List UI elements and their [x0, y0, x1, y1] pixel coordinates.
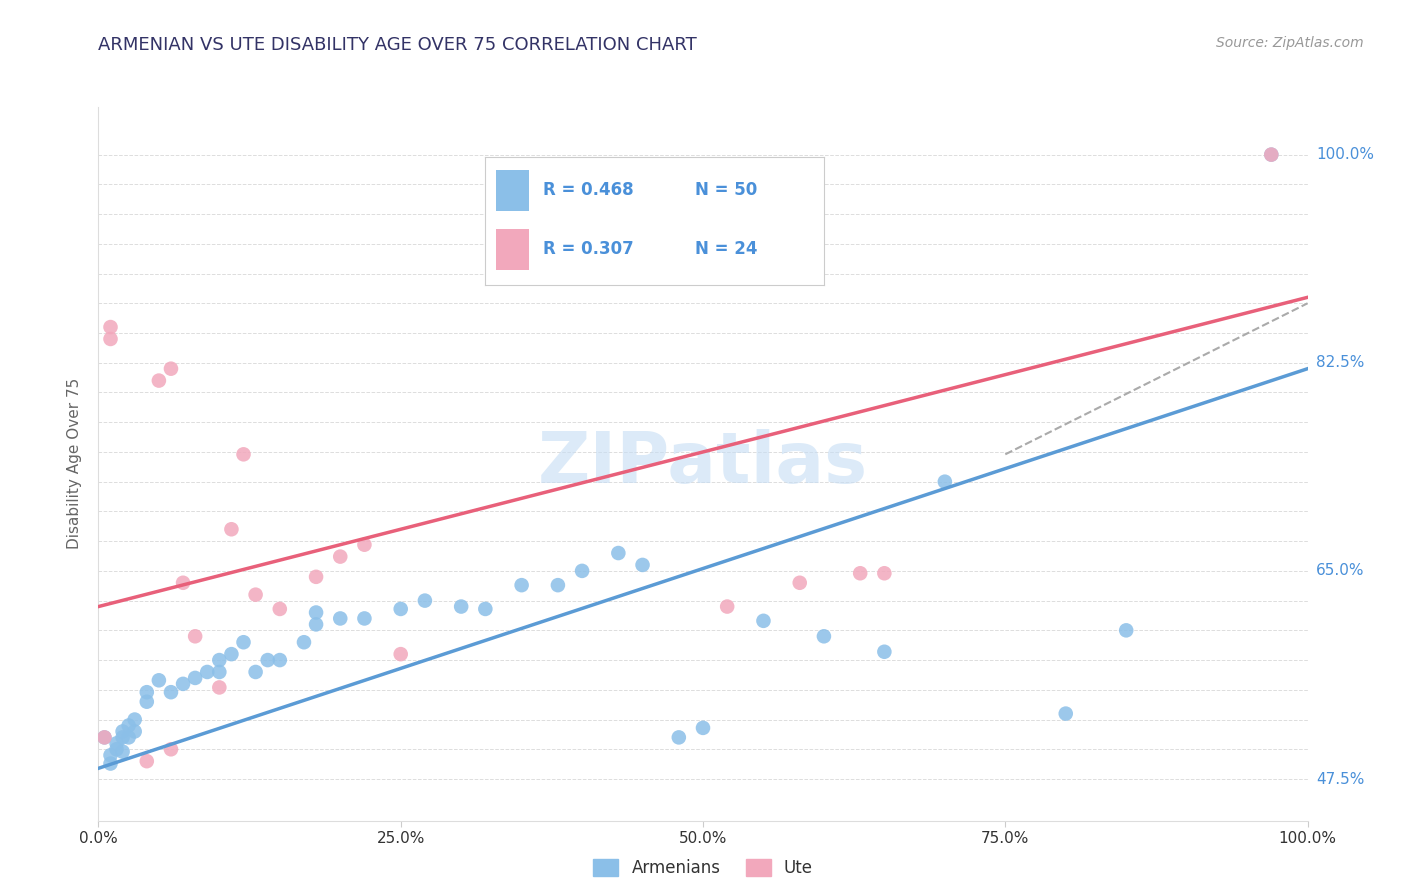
Point — [100, 332, 122, 346]
Point — [389, 647, 412, 661]
Point — [148, 673, 170, 688]
Point — [292, 635, 315, 649]
Point — [148, 374, 170, 388]
Point — [716, 599, 738, 614]
Point — [353, 611, 375, 625]
Point — [789, 575, 811, 590]
Point — [195, 665, 218, 679]
Point — [184, 671, 207, 685]
Point — [547, 578, 569, 592]
Point — [232, 447, 254, 461]
Point — [607, 546, 630, 560]
Text: 65.0%: 65.0% — [1316, 564, 1364, 578]
Point — [172, 575, 194, 590]
Point — [305, 570, 328, 584]
Point — [934, 475, 956, 489]
Text: Source: ZipAtlas.com: Source: ZipAtlas.com — [1216, 36, 1364, 50]
Point — [124, 724, 146, 739]
Point — [245, 588, 267, 602]
Point — [389, 602, 412, 616]
Point — [450, 599, 472, 614]
Point — [1115, 624, 1137, 638]
Point — [232, 635, 254, 649]
Point — [305, 606, 328, 620]
Point — [208, 653, 231, 667]
Point — [208, 681, 231, 695]
Point — [93, 731, 115, 745]
Point — [1260, 147, 1282, 161]
Point — [208, 665, 231, 679]
Point — [813, 629, 835, 643]
Point — [269, 602, 291, 616]
Point — [118, 718, 141, 732]
Text: 82.5%: 82.5% — [1316, 355, 1364, 370]
Point — [184, 629, 207, 643]
Point — [269, 653, 291, 667]
Point — [849, 566, 872, 581]
Point — [668, 731, 690, 745]
Point — [873, 645, 896, 659]
Point — [172, 677, 194, 691]
Point — [305, 617, 328, 632]
Point — [571, 564, 593, 578]
Point — [124, 713, 146, 727]
Point — [118, 731, 141, 745]
Point — [100, 748, 122, 763]
Point — [510, 578, 533, 592]
Point — [105, 736, 128, 750]
Point — [353, 538, 375, 552]
Point — [1260, 147, 1282, 161]
Text: 100.0%: 100.0% — [1316, 147, 1374, 162]
Point — [752, 614, 775, 628]
Point — [100, 320, 122, 334]
Point — [474, 602, 496, 616]
Point — [329, 611, 352, 625]
Text: ARMENIAN VS UTE DISABILITY AGE OVER 75 CORRELATION CHART: ARMENIAN VS UTE DISABILITY AGE OVER 75 C… — [98, 36, 697, 54]
Point — [221, 647, 243, 661]
Point — [160, 685, 183, 699]
Point — [160, 742, 183, 756]
Point — [631, 558, 654, 572]
Y-axis label: Disability Age Over 75: Disability Age Over 75 — [67, 378, 83, 549]
Point — [111, 724, 134, 739]
Point — [100, 756, 122, 771]
Point — [135, 754, 157, 768]
Point — [93, 731, 115, 745]
Point — [571, 843, 593, 857]
Point — [221, 522, 243, 536]
Point — [135, 685, 157, 699]
Point — [135, 695, 157, 709]
Point — [111, 731, 134, 745]
Point — [111, 745, 134, 759]
Point — [105, 742, 128, 756]
Point — [692, 721, 714, 735]
Legend: Armenians, Ute: Armenians, Ute — [586, 852, 820, 884]
Text: 47.5%: 47.5% — [1316, 772, 1364, 787]
Text: ZIPatlas: ZIPatlas — [538, 429, 868, 499]
Point — [873, 566, 896, 581]
Point — [160, 361, 183, 376]
Point — [1031, 838, 1053, 852]
Point — [413, 593, 436, 607]
Point — [256, 653, 278, 667]
Point — [329, 549, 352, 564]
Point — [1054, 706, 1077, 721]
Point — [245, 665, 267, 679]
